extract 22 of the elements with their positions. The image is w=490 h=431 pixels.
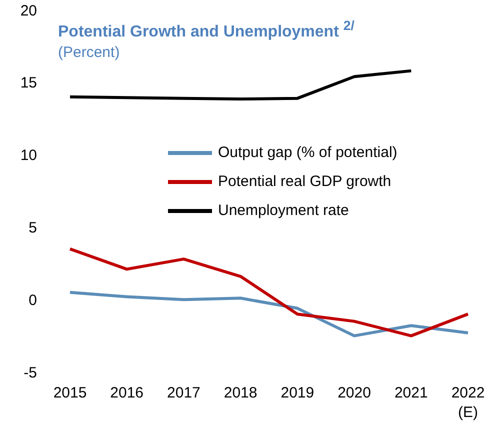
y-tick-label: 0	[28, 292, 37, 309]
line-series	[68, 247, 470, 338]
legend-label: Output gap (% of potential)	[218, 143, 398, 163]
x-tick-label: 2019	[280, 384, 314, 402]
y-tick-label: 10	[20, 147, 37, 164]
text: (Percent)	[58, 44, 121, 62]
x-tick-label: 2022 (E)	[451, 384, 485, 421]
x-tick-label: 2015	[53, 384, 87, 402]
x-tick-label: 2018	[224, 384, 258, 402]
x-tick-label: 2020	[338, 384, 371, 402]
y-tick-label: 15	[20, 74, 37, 92]
line-series	[68, 69, 413, 101]
x-tick-label: 2017	[167, 384, 200, 402]
x-tick-label: 2016	[110, 384, 144, 402]
legend-label: Potential real GDP growth	[218, 172, 392, 192]
y-tick-label: 20	[20, 2, 37, 20]
y-tick-label: 5	[28, 220, 37, 237]
x-tick-label: 2021	[394, 384, 428, 402]
line-series	[68, 290, 470, 338]
y-tick-label: -5	[24, 364, 37, 382]
legend-label: Unemployment rate	[218, 201, 349, 221]
text: Potential Growth and Unemployment $^{2/}$	[58, 18, 354, 42]
